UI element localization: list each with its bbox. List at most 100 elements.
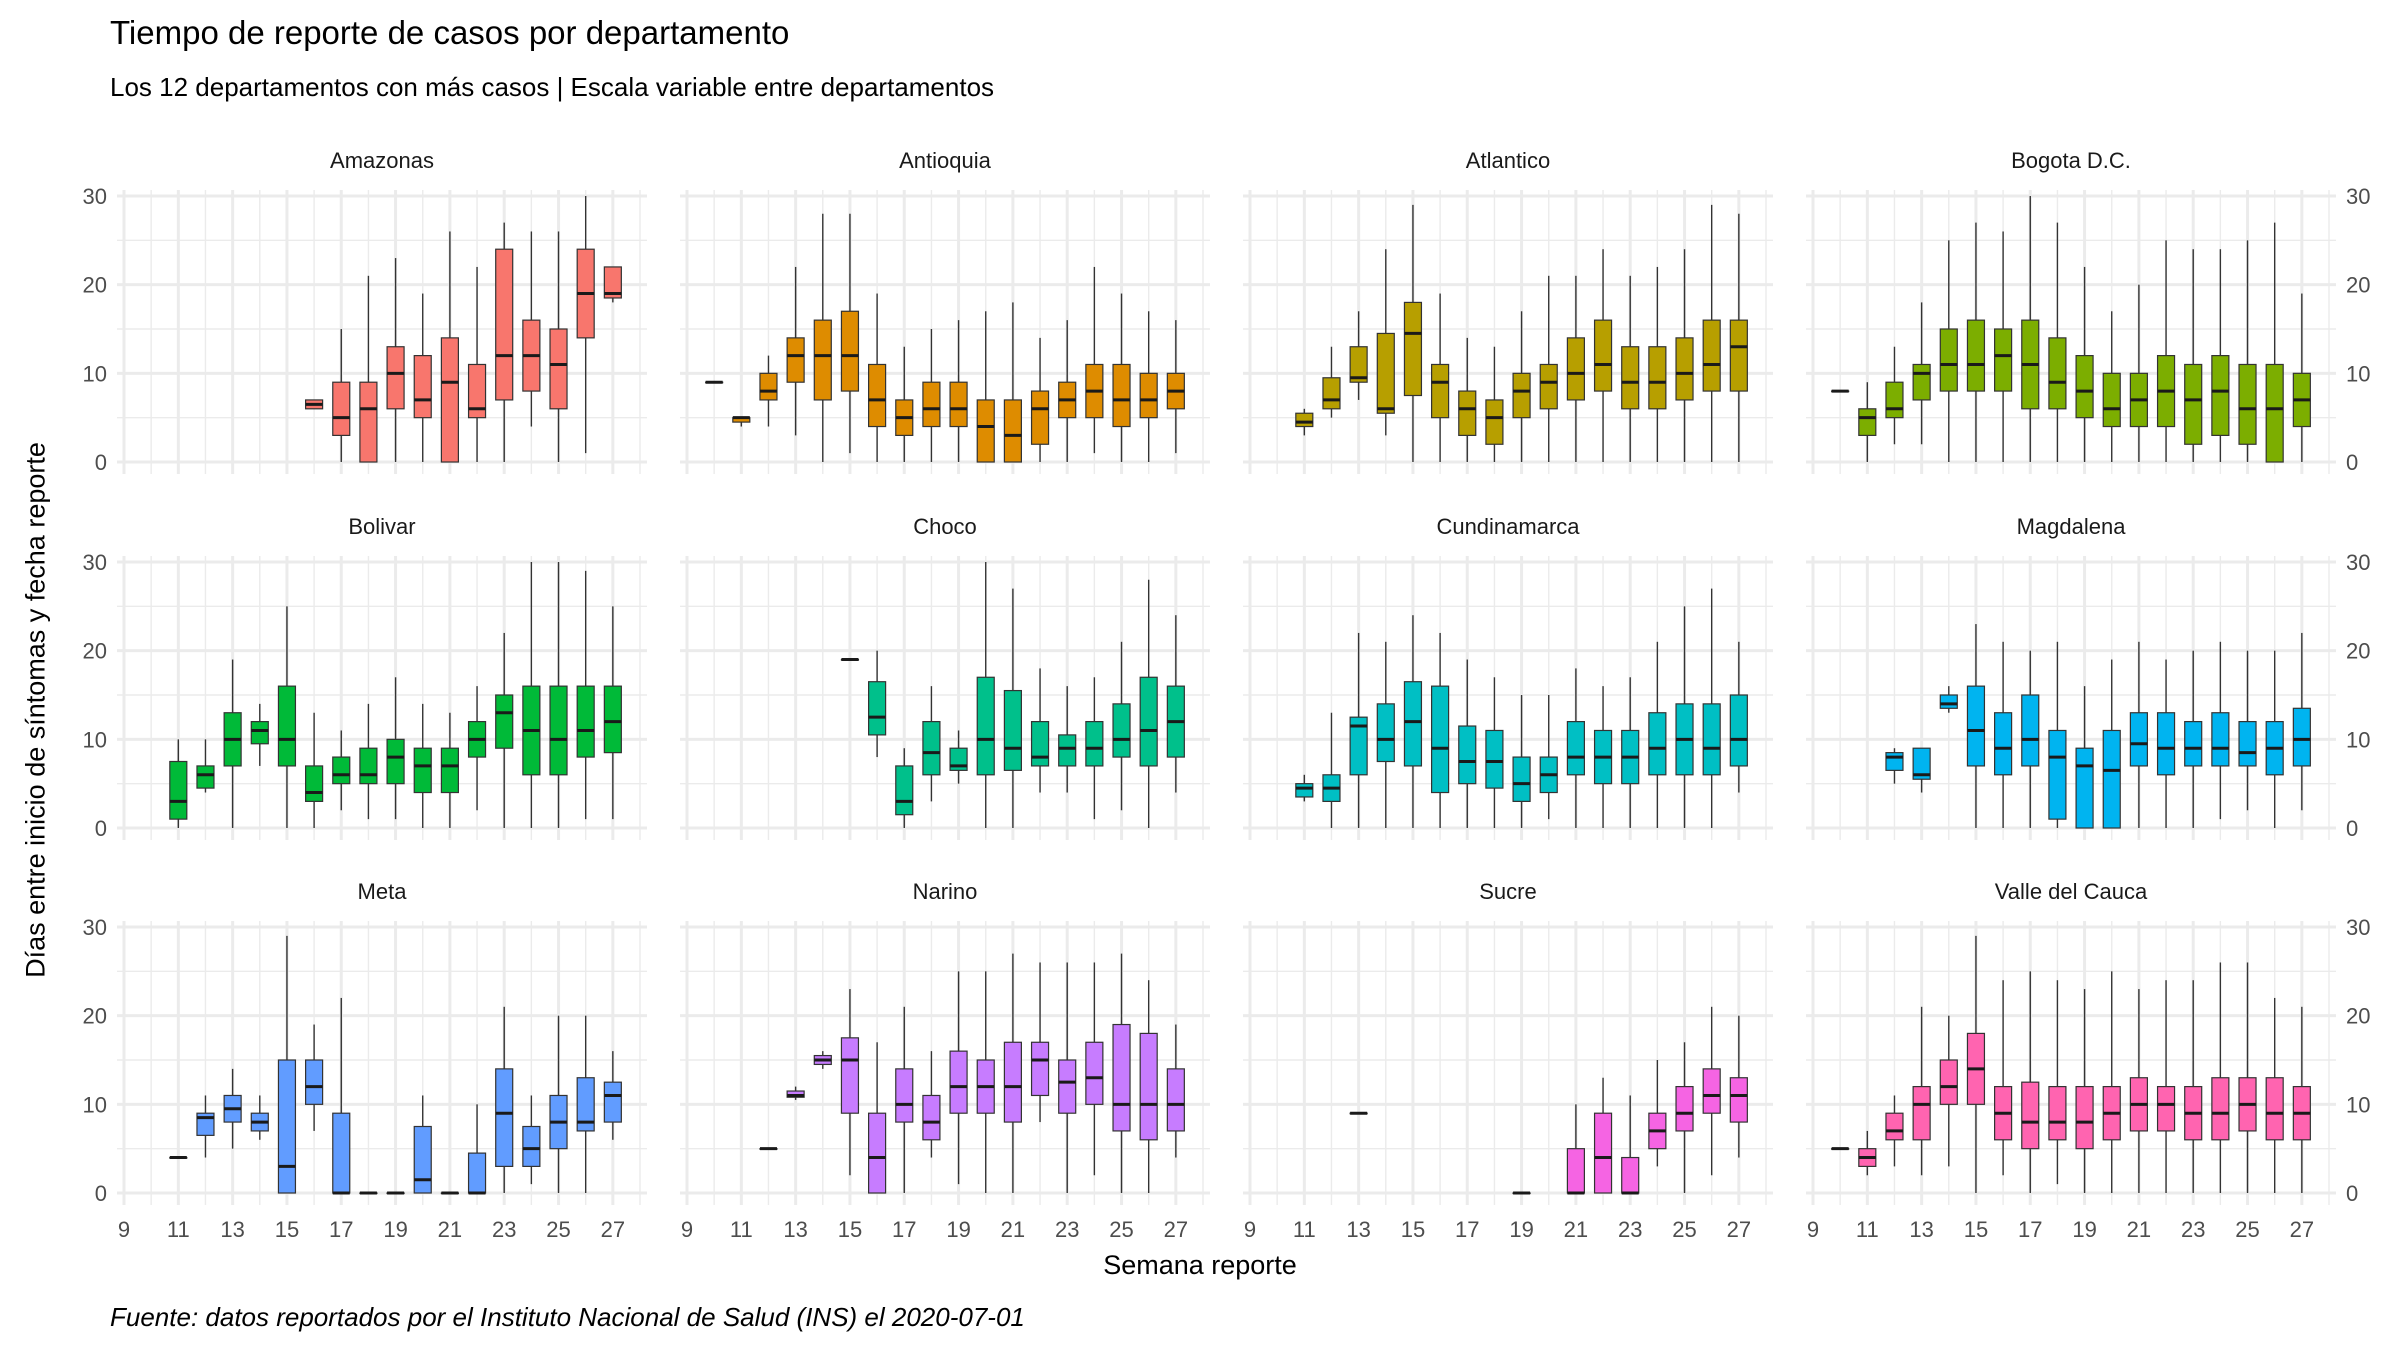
box-mark (1566, 1104, 1585, 1195)
box-iqr (359, 747, 378, 785)
box-mark (2238, 240, 2257, 462)
box-iqr (1403, 301, 1423, 397)
box-iqr (922, 381, 941, 428)
box-mark (1431, 632, 1450, 828)
box-mark (976, 562, 995, 828)
box-mark (1966, 222, 1986, 462)
box-iqr (1112, 363, 1131, 428)
y-tick-label: 0 (2346, 1181, 2358, 1206)
box-mark (223, 1068, 242, 1149)
box-mark (1729, 213, 1748, 462)
box-iqr (1885, 752, 1904, 771)
box-mark (332, 997, 351, 1195)
box-mark (576, 1015, 595, 1193)
box-mark (549, 1015, 568, 1193)
box-mark (868, 1042, 887, 1194)
box-mark (1729, 641, 1748, 793)
box-mark (1512, 695, 1531, 828)
box-mark (1058, 962, 1077, 1193)
x-tick-label: 21 (1001, 1217, 1025, 1242)
box-mark (1349, 632, 1368, 828)
x-tick-label: 17 (2018, 1217, 2042, 1242)
box-iqr (976, 399, 995, 463)
box-iqr (1003, 689, 1022, 771)
box-iqr (2075, 747, 2094, 829)
chart-subtitle: Los 12 departamentos con más casos | Esc… (110, 72, 995, 102)
y-tick-label: 10 (2346, 1092, 2370, 1117)
box-mark (868, 650, 887, 758)
box-iqr (2048, 337, 2067, 410)
box-mark (250, 703, 269, 766)
box-mark (976, 311, 995, 463)
box-iqr (2184, 363, 2203, 445)
box-mark (359, 703, 378, 820)
box-mark (169, 739, 188, 828)
box-mark (1939, 240, 1958, 462)
facet-panel: Valle del Cauca 0 10 20 30 9 11 13 15 17 19 21 23 25 2… (1806, 879, 2370, 1242)
box-mark (1994, 980, 2013, 1176)
box-iqr (413, 747, 432, 794)
box-mark (1030, 668, 1050, 793)
box-mark (1295, 774, 1314, 802)
box-iqr (1112, 703, 1131, 758)
x-tick-label: 21 (1564, 1217, 1588, 1242)
box-iqr (1939, 328, 1958, 392)
box-mark (2211, 249, 2230, 462)
box-iqr (1729, 1077, 1748, 1123)
box-iqr (786, 337, 805, 383)
box-mark (1621, 275, 1640, 462)
box-mark (277, 935, 297, 1194)
box-iqr (413, 1125, 432, 1194)
box-mark (1912, 1006, 1931, 1176)
box-iqr (1376, 703, 1395, 763)
box-mark (759, 1147, 778, 1151)
box-mark (2129, 284, 2148, 462)
box-mark (1648, 266, 1667, 462)
x-tick-label: 17 (329, 1217, 353, 1242)
box-mark (949, 320, 968, 462)
box-iqr (250, 720, 269, 745)
box-iqr (576, 1077, 595, 1132)
y-tick-label: 0 (2346, 450, 2358, 475)
x-tick-label: 21 (438, 1217, 462, 1242)
x-tick-label: 17 (892, 1217, 916, 1242)
box-iqr (1058, 734, 1077, 767)
facet-panel: Cundinamarca (1243, 514, 1773, 840)
y-tick-label: 10 (2346, 361, 2370, 386)
box-iqr (2238, 720, 2257, 767)
box-iqr (1621, 1156, 1640, 1194)
box-iqr (1593, 319, 1613, 392)
box-mark (2075, 266, 2094, 462)
box-mark (1729, 1015, 1748, 1158)
box-mark (2048, 222, 2067, 462)
box-mark (2156, 659, 2176, 828)
facet-panel: Magdalena 0 10 20 30 (1806, 514, 2370, 841)
box-iqr (922, 1094, 941, 1141)
x-tick-label: 27 (601, 1217, 625, 1242)
box-iqr (1702, 319, 1721, 392)
box-iqr (386, 738, 405, 785)
box-iqr (1539, 363, 1558, 410)
box-iqr (603, 685, 622, 754)
box-mark (1912, 302, 1931, 445)
box-mark (359, 1191, 378, 1195)
x-tick-label: 13 (1346, 1217, 1370, 1242)
box-iqr (1166, 1068, 1185, 1132)
box-mark (1139, 579, 1158, 828)
box-mark (813, 1051, 832, 1069)
box-mark (1058, 686, 1077, 793)
y-tick-label: 20 (83, 1004, 107, 1029)
x-tick-label: 23 (492, 1217, 516, 1242)
box-iqr (1912, 747, 1931, 780)
box-iqr (2156, 712, 2176, 776)
box-mark (1139, 980, 1158, 1193)
box-iqr (1322, 377, 1341, 410)
box-mark (2048, 641, 2067, 828)
box-iqr (1648, 712, 1667, 776)
y-tick-label: 30 (83, 550, 107, 575)
box-mark (1322, 346, 1341, 418)
box-mark (1139, 311, 1158, 462)
box-iqr (169, 760, 188, 820)
x-tick-label: 19 (946, 1217, 970, 1242)
box-mark (576, 570, 595, 820)
